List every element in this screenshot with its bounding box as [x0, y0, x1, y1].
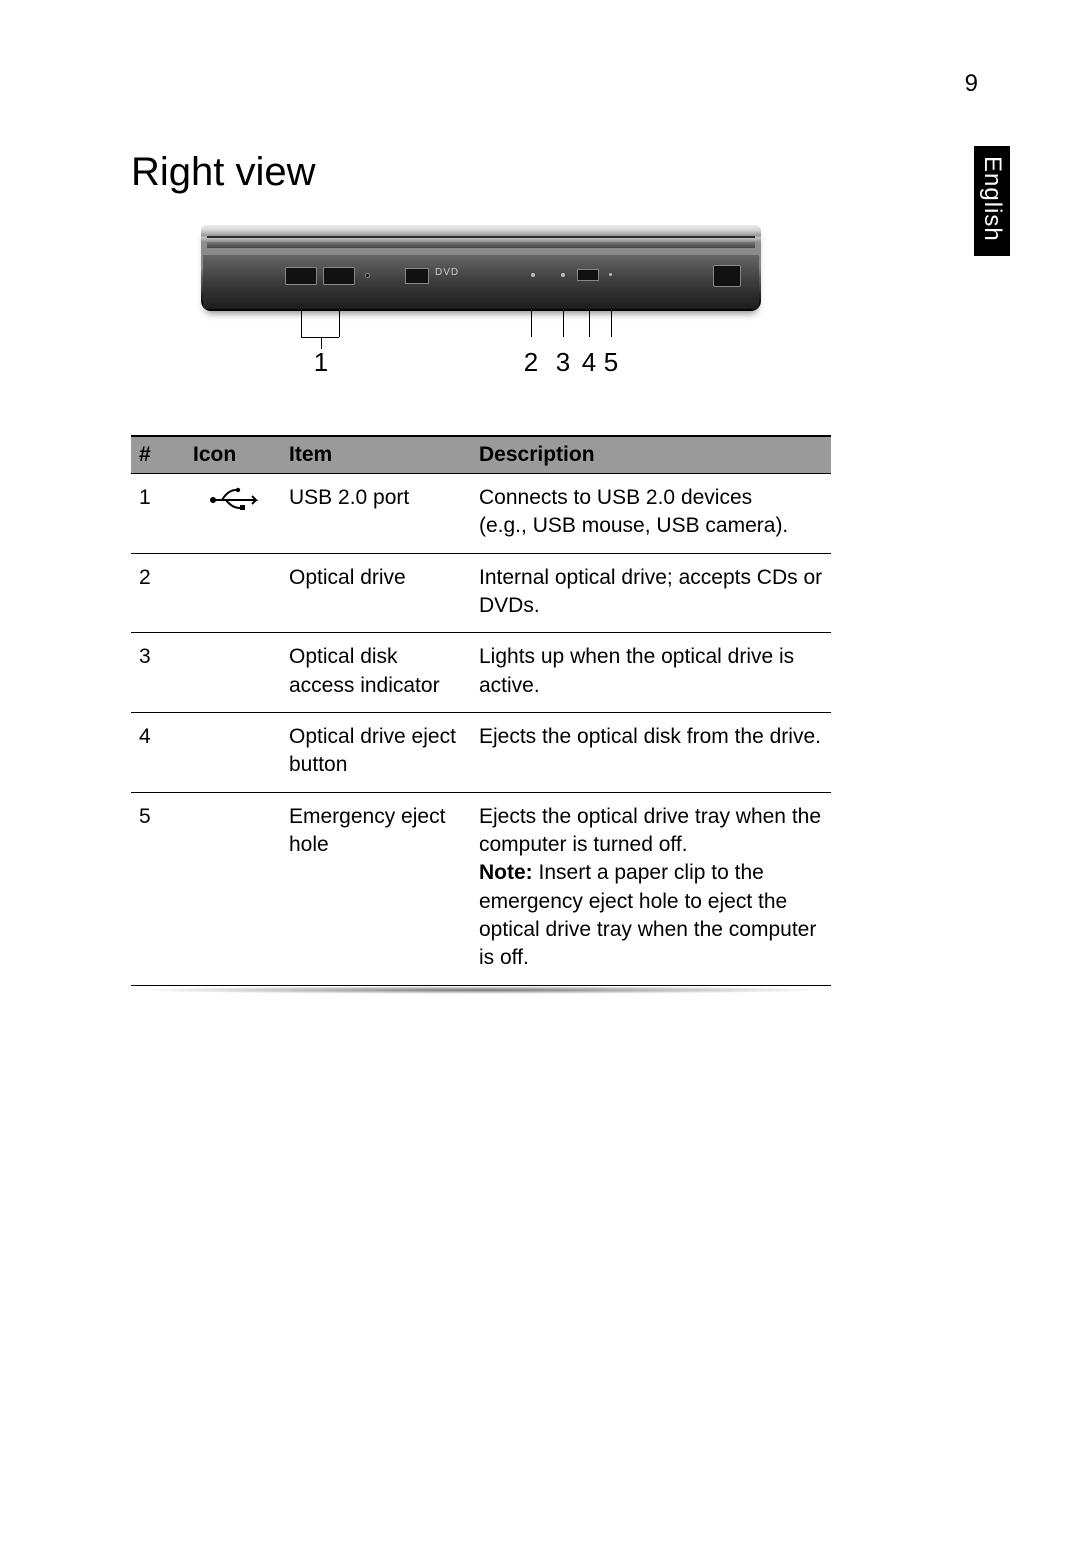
cell-description: Connects to USB 2.0 devices(e.g., USB mo… — [471, 474, 831, 554]
table-row: 4 Optical drive eject buttonEjects the op… — [131, 713, 831, 793]
page-content: Right view DVD 12345 # Icon Item Des — [131, 150, 831, 986]
disc-badge-shape — [713, 265, 741, 287]
usb-port-1-shape — [285, 267, 317, 285]
usb-icon — [208, 486, 258, 510]
cell-num: 5 — [131, 792, 185, 985]
header-num: # — [131, 436, 185, 474]
cell-item: Optical drive — [281, 553, 471, 633]
table-header-row: # Icon Item Description — [131, 436, 831, 474]
page-number: 9 — [965, 70, 978, 98]
dvd-badge-shape — [405, 268, 429, 284]
callout-number: 2 — [524, 347, 538, 378]
note-label: Note: — [479, 861, 533, 884]
callout-number: 4 — [582, 347, 596, 378]
callout-number: 5 — [604, 347, 618, 378]
eject-hole-shape — [609, 273, 612, 276]
cell-item: Optical drive eject button — [281, 713, 471, 793]
callout-number: 1 — [314, 347, 328, 378]
cell-icon — [185, 553, 281, 633]
usb-port-2-shape — [323, 267, 355, 285]
cell-item: Emergency eject hole — [281, 792, 471, 985]
cell-num: 1 — [131, 474, 185, 554]
laptop-side-illustration: DVD — [201, 225, 761, 311]
cell-icon — [185, 792, 281, 985]
language-tab: English — [974, 146, 1010, 256]
dvd-text-shape: DVD — [435, 267, 459, 278]
cell-item: USB 2.0 port — [281, 474, 471, 554]
callout-number: 3 — [556, 347, 570, 378]
cell-num: 2 — [131, 553, 185, 633]
table-row: 3 Optical disk access indicatorLights up … — [131, 633, 831, 713]
cell-description: Ejects the optical drive tray when the c… — [471, 792, 831, 985]
cell-icon — [185, 474, 281, 554]
cell-description: Lights up when the optical drive is acti… — [471, 633, 831, 713]
table-row: 2 Optical driveInternal optical drive; ac… — [131, 553, 831, 633]
cell-icon — [185, 713, 281, 793]
table-row: 1 USB 2.0 portConnects to USB 2.0 devices… — [131, 474, 831, 554]
callout-labels: 1 2345 — [201, 311, 761, 383]
eject-button-shape — [577, 269, 599, 281]
cell-description: Ejects the optical disk from the drive. — [471, 713, 831, 793]
cell-item: Optical disk access indicator — [281, 633, 471, 713]
cell-num: 4 — [131, 713, 185, 793]
header-icon: Icon — [185, 436, 281, 474]
table-row: 5 Emergency eject holeEjects the optical … — [131, 792, 831, 985]
access-led-shape — [531, 273, 535, 277]
header-desc: Description — [471, 436, 831, 474]
right-view-figure: DVD 1 2345 — [201, 225, 761, 383]
cell-num: 3 — [131, 633, 185, 713]
cell-icon — [185, 633, 281, 713]
header-item: Item — [281, 436, 471, 474]
section-title: Right view — [131, 150, 831, 195]
spec-table: # Icon Item Description 1 USB 2.0 portCon… — [131, 435, 831, 986]
cell-description: Internal optical drive; accepts CDs or D… — [471, 553, 831, 633]
